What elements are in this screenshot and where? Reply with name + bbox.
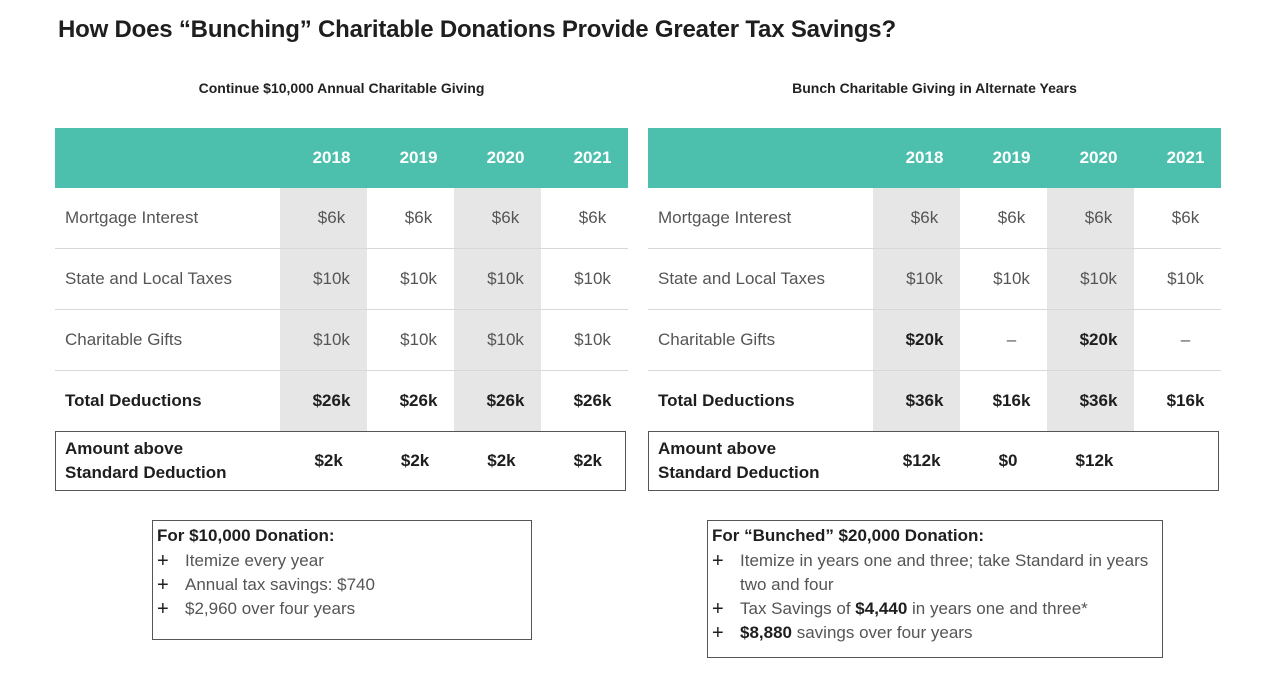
table-cell: $20k (1047, 309, 1134, 371)
list-item: + Annual tax savings: $740 (157, 574, 375, 596)
table-cell: $10k (873, 248, 960, 310)
page-title: How Does “Bunching” Charitable Donations… (58, 16, 896, 43)
bunched-donation-note: For “Bunched” $20,000 Donation: + Itemiz… (707, 520, 1163, 658)
list-item: + Tax Savings of $4,440 in years one and… (712, 598, 1088, 620)
year-header: 2020 (1047, 128, 1134, 188)
table-cell: $6k (280, 188, 367, 249)
amount-value (1132, 451, 1218, 471)
plus-icon: + (712, 598, 724, 620)
row-label: Mortgage Interest (55, 188, 280, 249)
amount-label: Amount above Standard Deduction (65, 439, 227, 482)
list-item: + Itemize every year (157, 550, 324, 572)
annual-giving-panel: Continue $10,000 Annual Charitable Givin… (55, 78, 628, 491)
table-row: Mortgage Interest $6k $6k $6k $6k (648, 188, 1221, 249)
table-cell: $6k (367, 188, 454, 249)
table-cell: $6k (541, 188, 628, 249)
table-cell: $10k (1047, 248, 1134, 310)
year-header: 2019 (367, 128, 454, 188)
year-header: 2018 (280, 128, 367, 188)
plus-icon: + (157, 598, 169, 620)
amount-above-standard-box: Amount above Standard Deduction $12k $0 … (648, 431, 1219, 491)
table-cell: $26k (399, 391, 438, 410)
plus-icon: + (712, 622, 724, 644)
table-cell: $6k (454, 188, 541, 249)
amount-value: $2k (400, 451, 430, 470)
table-header-row: 2018 2019 2020 2021 (55, 128, 628, 188)
year-header: 2020 (454, 128, 541, 188)
table-row: Mortgage Interest $6k $6k $6k $6k (55, 188, 628, 249)
year-header: 2018 (873, 128, 960, 188)
amount-value: $2k (314, 451, 343, 470)
table-cell: $26k (573, 391, 612, 410)
row-label: Charitable Gifts (55, 309, 280, 371)
table-cell: $10k (367, 248, 454, 310)
table-row: Charitable Gifts $20k – $20k – (648, 309, 1221, 371)
table-row: State and Local Taxes $10k $10k $10k $10… (648, 248, 1221, 310)
list-item: + $8,880 savings over four years (712, 622, 973, 644)
table-cell: $16k (992, 391, 1031, 410)
bunched-giving-table: 2018 2019 2020 2021 Mortgage Interest $6… (648, 128, 1221, 431)
amount-value: $12k (902, 451, 941, 470)
bunched-giving-heading: Bunch Charitable Giving in Alternate Yea… (792, 80, 1077, 96)
year-header: 2021 (1134, 128, 1221, 188)
year-header: 2021 (541, 128, 628, 188)
row-label: State and Local Taxes (55, 248, 280, 310)
amount-value: $12k (1075, 451, 1114, 470)
table-cell: $10k (454, 248, 541, 310)
plus-icon: + (712, 550, 724, 572)
table-cell: – (1134, 309, 1221, 371)
list-item: + $2,960 over four years (157, 598, 356, 620)
table-cell: $6k (960, 188, 1047, 249)
year-header: 2019 (960, 128, 1047, 188)
table-cell: $10k (280, 309, 367, 371)
amount-value: $2k (573, 451, 603, 470)
table-cell: $36k (1047, 370, 1134, 431)
row-label: Total Deductions (658, 391, 795, 410)
total-row: Total Deductions $36k $16k $36k $16k (648, 370, 1221, 431)
row-label: Charitable Gifts (648, 309, 873, 371)
table-cell: $6k (1047, 188, 1134, 249)
header-blank (648, 128, 873, 188)
table-header-row: 2018 2019 2020 2021 (648, 128, 1221, 188)
table-cell: $10k (454, 309, 541, 371)
annual-donation-note: For $10,000 Donation: + Itemize every ye… (152, 520, 532, 640)
plus-icon: + (157, 550, 169, 572)
row-label: State and Local Taxes (648, 248, 873, 310)
table-cell: $10k (960, 248, 1047, 310)
table-cell: $10k (541, 248, 628, 310)
amount-label: Amount above Standard Deduction (658, 439, 820, 482)
table-row: State and Local Taxes $10k $10k $10k $10… (55, 248, 628, 310)
table-cell: $16k (1166, 391, 1205, 410)
table-cell: $20k (873, 309, 960, 371)
note-heading: For “Bunched” $20,000 Donation: (712, 526, 985, 545)
annual-giving-table: 2018 2019 2020 2021 Mortgage Interest $6… (55, 128, 628, 431)
plus-icon: + (157, 574, 169, 596)
table-cell: $26k (280, 370, 367, 431)
row-label: Mortgage Interest (648, 188, 873, 249)
header-blank (55, 128, 280, 188)
table-cell: $10k (541, 309, 628, 371)
table-cell: $10k (280, 248, 367, 310)
table-cell: $6k (1134, 188, 1221, 249)
table-cell: $26k (454, 370, 541, 431)
table-cell: $10k (367, 309, 454, 371)
row-label: Total Deductions (65, 391, 202, 410)
amount-value: $2k (487, 451, 516, 470)
amount-above-standard-box: Amount above Standard Deduction $2k $2k … (55, 431, 626, 491)
amount-value: $0 (998, 451, 1018, 470)
table-cell: $36k (873, 370, 960, 431)
table-cell: $6k (873, 188, 960, 249)
table-cell: – (960, 309, 1047, 371)
table-row: Charitable Gifts $10k $10k $10k $10k (55, 309, 628, 371)
bunched-giving-panel: Bunch Charitable Giving in Alternate Yea… (648, 78, 1221, 491)
annual-giving-heading: Continue $10,000 Annual Charitable Givin… (198, 80, 485, 96)
note-heading: For $10,000 Donation: (157, 526, 335, 545)
table-cell: $10k (1134, 248, 1221, 310)
total-row: Total Deductions $26k $26k $26k $26k (55, 370, 628, 431)
list-item: + Itemize in years one and three; take S… (712, 549, 1156, 597)
